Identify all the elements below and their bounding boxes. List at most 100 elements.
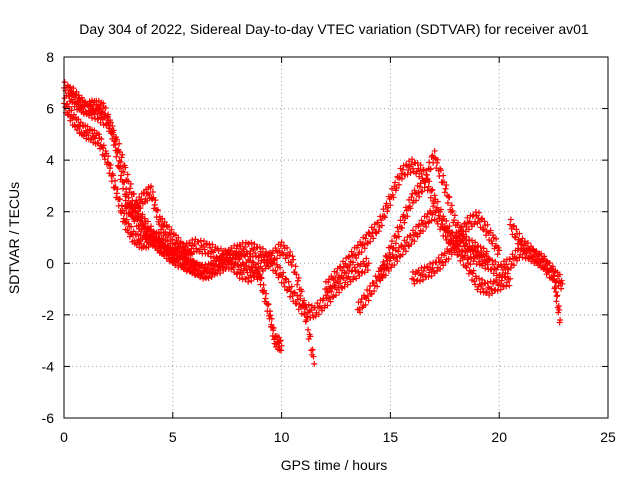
data-point: [409, 156, 416, 163]
data-point: [105, 111, 112, 118]
data-point: [415, 189, 422, 196]
data-point: [424, 210, 431, 217]
data-point: [424, 176, 431, 183]
data-point: [278, 342, 285, 349]
data-point: [451, 212, 458, 219]
data-point: [496, 274, 503, 281]
data-point: [367, 238, 374, 245]
data-point: [434, 220, 441, 227]
data-point: [290, 256, 297, 263]
series-prn-h: [409, 209, 503, 287]
data-point: [504, 270, 511, 277]
data-point: [292, 263, 299, 270]
data-point: [514, 257, 521, 264]
data-point: [208, 274, 215, 281]
data-point: [230, 264, 237, 271]
data-point: [536, 251, 543, 258]
data-point: [338, 272, 345, 279]
data-point: [294, 292, 301, 299]
data-point: [106, 125, 113, 132]
data-point: [392, 179, 399, 186]
data-point: [492, 258, 499, 265]
data-point: [418, 264, 425, 271]
x-tick-label: 25: [600, 429, 616, 445]
data-point: [267, 312, 274, 319]
chart-title: Day 304 of 2022, Sidereal Day-to-day VTE…: [79, 21, 589, 37]
data-point: [301, 310, 308, 317]
data-point: [121, 219, 128, 226]
data-point: [263, 290, 270, 297]
data-point: [462, 228, 469, 235]
data-point: [333, 279, 339, 286]
data-point: [357, 299, 364, 306]
data-point: [414, 160, 421, 167]
data-point: [123, 191, 130, 198]
data-point: [490, 270, 497, 277]
data-point: [552, 279, 559, 286]
data-point: [365, 297, 372, 304]
data-point: [362, 301, 369, 308]
data-point: [157, 226, 164, 233]
data-point: [107, 119, 114, 126]
data-point: [384, 260, 391, 267]
y-tick-label: 4: [46, 152, 54, 168]
plot-frame: [63, 56, 609, 419]
series-prn-i: [507, 216, 564, 326]
data-point: [428, 187, 435, 194]
data-point: [400, 211, 407, 218]
data-point: [265, 301, 272, 308]
data-point: [113, 190, 120, 197]
data-point: [469, 270, 476, 277]
data-point: [166, 230, 173, 237]
data-point: [409, 165, 416, 172]
data-point: [247, 253, 254, 260]
data-point: [217, 270, 224, 277]
x-tick-label: 15: [383, 429, 399, 445]
data-point: [352, 252, 359, 259]
data-point: [294, 281, 301, 288]
data-point: [474, 286, 481, 293]
data-point: [381, 213, 388, 220]
data-point: [197, 274, 203, 281]
data-point: [380, 206, 387, 213]
data-point: [479, 276, 486, 283]
data-point: [472, 239, 479, 246]
data-point: [442, 185, 449, 192]
data-point: [244, 269, 251, 276]
data-point: [255, 260, 262, 267]
data-point: [488, 286, 495, 293]
data-point: [211, 246, 218, 253]
y-tick-label: 6: [46, 101, 54, 117]
data-point: [416, 230, 423, 237]
data-point: [435, 254, 442, 261]
data-point: [285, 278, 292, 285]
data-point: [441, 178, 448, 185]
data-point: [427, 165, 434, 172]
data-point: [204, 266, 211, 273]
data-point: [162, 247, 169, 254]
data-point: [440, 172, 447, 179]
data-point: [118, 202, 125, 209]
data-point: [462, 220, 469, 227]
data-point: [364, 293, 371, 300]
data-point: [131, 237, 138, 244]
data-point: [122, 164, 129, 171]
data-point: [395, 248, 402, 255]
data-point: [370, 235, 377, 242]
data-point: [213, 261, 220, 268]
data-point: [276, 247, 283, 254]
data-point: [128, 223, 135, 230]
data-point: [494, 251, 501, 258]
data-point: [405, 242, 412, 249]
data-point: [443, 182, 450, 189]
data-point: [288, 261, 295, 268]
data-point: [154, 206, 161, 213]
data-point: [363, 255, 370, 262]
data-point: [116, 157, 123, 164]
data-point: [484, 279, 491, 286]
data-point: [312, 313, 319, 320]
data-point: [200, 267, 207, 274]
data-point: [104, 159, 111, 166]
data-point: [441, 226, 448, 233]
data-point: [96, 105, 103, 112]
